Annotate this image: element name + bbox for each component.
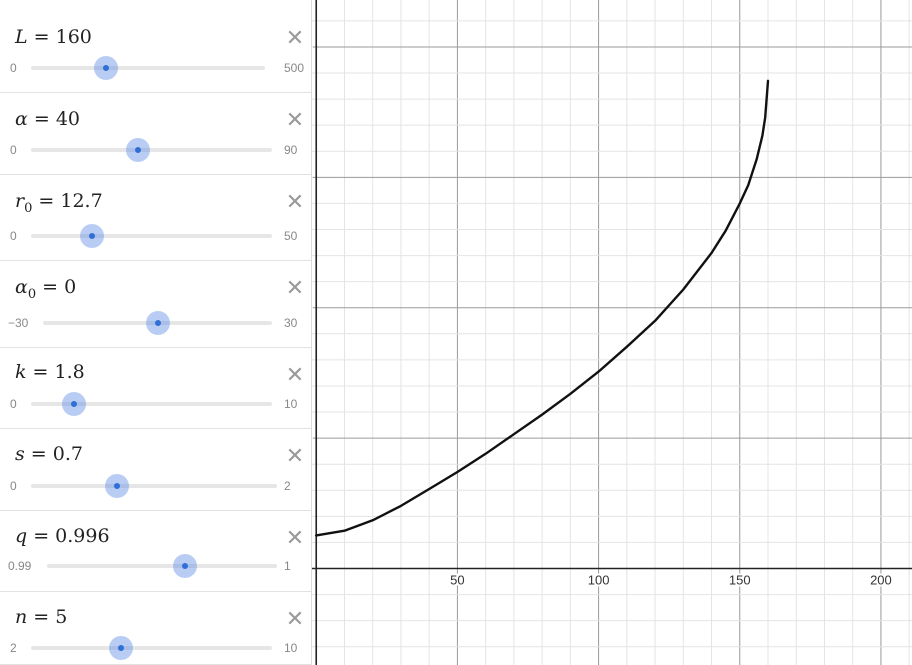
- slider-row-alpha[interactable]: α = 40 ✕ 0 90: [0, 93, 311, 175]
- slider-handle-dot: [154, 320, 161, 326]
- expression-label: L = 160: [15, 26, 92, 48]
- slider-track[interactable]: [31, 148, 272, 152]
- slider-handle[interactable]: [93, 56, 118, 80]
- x-tick-label: 200: [870, 573, 892, 588]
- slider-min[interactable]: 0: [10, 61, 17, 75]
- slider-min[interactable]: −30: [8, 316, 29, 330]
- expression-label: α0 = 0: [15, 276, 77, 302]
- slider-min[interactable]: 0: [10, 143, 17, 157]
- slider-min[interactable]: 0: [10, 479, 17, 493]
- close-icon[interactable]: ✕: [285, 190, 305, 215]
- expression-label: n = 5: [15, 606, 68, 628]
- slider-min[interactable]: 0: [10, 397, 17, 411]
- x-tick-label: 50: [450, 573, 464, 588]
- slider-row-n[interactable]: n = 5 ✕ 2 10: [0, 592, 311, 665]
- curve-line[interactable]: [315, 79, 770, 537]
- close-icon[interactable]: ✕: [285, 108, 305, 133]
- slider-handle-dot: [135, 147, 142, 153]
- slider-track[interactable]: [47, 564, 277, 568]
- graph-canvas[interactable]: 05010015020050100150200: [312, 0, 912, 665]
- slider-max[interactable]: 10: [284, 641, 298, 655]
- tick-labels: 05010015020050100150200: [312, 38, 894, 590]
- slider-max[interactable]: 2: [284, 479, 291, 493]
- x-tick-label: 100: [588, 573, 610, 588]
- slider-row-L[interactable]: L = 160 ✕ 0 500: [0, 11, 311, 93]
- expression-label: k = 1.8: [15, 361, 85, 383]
- expression-label: r0 = 12.7: [15, 190, 103, 216]
- slider-max[interactable]: 50: [284, 229, 298, 243]
- slider-handle[interactable]: [62, 392, 87, 416]
- slider-handle[interactable]: [80, 224, 105, 248]
- expression-label: s = 0.7: [15, 443, 83, 465]
- close-icon[interactable]: ✕: [285, 276, 305, 301]
- slider-row-q[interactable]: q = 0.996 ✕ 0.99 1: [0, 511, 311, 592]
- slider-track[interactable]: [31, 646, 272, 650]
- slider-max[interactable]: 1: [284, 559, 291, 573]
- close-icon[interactable]: ✕: [285, 26, 305, 51]
- close-icon[interactable]: ✕: [285, 363, 305, 388]
- slider-handle[interactable]: [126, 138, 151, 162]
- slider-track[interactable]: [31, 234, 272, 238]
- slider-row-s[interactable]: s = 0.7 ✕ 0 2: [0, 429, 311, 511]
- slider-handle-dot: [89, 233, 96, 239]
- axes: [312, 0, 912, 665]
- slider-handle-dot: [102, 65, 109, 71]
- slider-handle-dot: [114, 483, 121, 489]
- slider-handle-dot: [182, 563, 188, 569]
- slider-min[interactable]: 0.99: [8, 559, 32, 573]
- slider-min[interactable]: 0: [10, 229, 17, 243]
- slider-max[interactable]: 10: [284, 397, 298, 411]
- slider-track[interactable]: [31, 484, 277, 488]
- expression-label: α = 40: [15, 108, 81, 130]
- slider-max[interactable]: 30: [284, 316, 298, 330]
- slider-row-k[interactable]: k = 1.8 ✕ 0 10: [0, 348, 311, 429]
- close-icon[interactable]: ✕: [285, 526, 305, 551]
- slider-min[interactable]: 2: [10, 641, 17, 655]
- x-tick-label: 150: [729, 573, 751, 588]
- slider-max[interactable]: 500: [284, 61, 305, 75]
- expression-label: q = 0.996: [15, 525, 110, 547]
- slider-handle[interactable]: [173, 554, 197, 578]
- close-icon[interactable]: ✕: [285, 607, 305, 632]
- slider-track[interactable]: [31, 66, 265, 70]
- expression-list: L = 160 ✕ 0 500 α = 40 ✕ 0 90 r0 = 12.7 …: [0, 0, 312, 665]
- grid-lines: [312, 0, 912, 665]
- slider-handle[interactable]: [145, 311, 170, 335]
- slider-handle-dot: [71, 401, 78, 407]
- slider-row-alpha0[interactable]: α0 = 0 ✕ −30 30: [0, 261, 311, 348]
- slider-handle-dot: [118, 645, 125, 651]
- slider-handle[interactable]: [109, 636, 134, 660]
- slider-handle[interactable]: [105, 474, 130, 498]
- slider-max[interactable]: 90: [284, 143, 298, 157]
- close-icon[interactable]: ✕: [285, 444, 305, 469]
- slider-track[interactable]: [31, 402, 272, 406]
- slider-row-r0[interactable]: r0 = 12.7 ✕ 0 50: [0, 175, 311, 261]
